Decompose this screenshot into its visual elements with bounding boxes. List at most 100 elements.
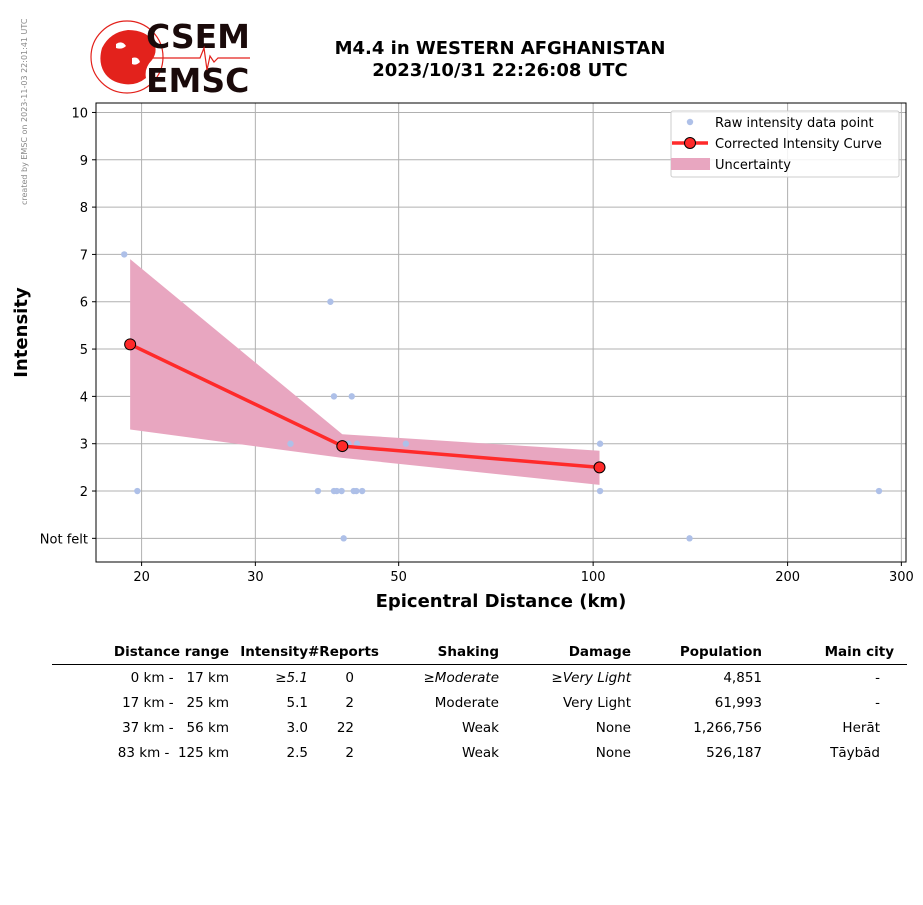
uncertainty-band [130, 259, 600, 485]
y-tick-label: 2 [80, 485, 88, 500]
cell-damage: None [595, 719, 631, 736]
cell-shaking: Moderate [434, 694, 499, 711]
header-intensity: Intensity [240, 644, 308, 660]
table-row: 0 km - 17 km ≥5.1 0 ≥Moderate ≥Very Ligh… [52, 665, 907, 690]
logo-csem-text: CSEM [146, 18, 250, 56]
y-tick-label: 10 [71, 106, 88, 121]
raw-data-point [596, 440, 604, 447]
plot-frame [95, 102, 907, 563]
title-line-1: M4.4 in WESTERN AFGHANISTAN [334, 38, 666, 59]
header-distance-range: Distance range [113, 644, 229, 660]
raw-data-point [330, 393, 338, 400]
cell-shaking: Weak [462, 719, 499, 736]
y-tick-label: 3 [80, 438, 88, 453]
raw-data-point [596, 487, 604, 495]
cell-reports: 22 [336, 719, 354, 736]
raw-data-point [314, 487, 322, 495]
y-tick-label: 5 [80, 343, 88, 358]
y-tick-label: 9 [80, 154, 88, 169]
ticks-layer: 20 30 50 100 200 300 Not felt 2 3 4 5 6 7 8 9 10 [40, 106, 914, 585]
x-axis-label: Epicentral Distance (km) [376, 591, 627, 612]
cell-population: 526,187 [706, 744, 762, 761]
raw-data-point [134, 487, 141, 495]
grid-layer [96, 103, 906, 562]
cell-shaking: ≥Moderate [423, 669, 499, 686]
raw-data-point [121, 251, 128, 258]
cell-distance-range: 37 km - 56 km [122, 719, 229, 736]
cell-population: 4,851 [723, 669, 762, 686]
raw-data-point [875, 487, 883, 495]
cell-population: 61,993 [714, 694, 762, 711]
legend-curve-marker [684, 137, 696, 149]
title-line-2: 2023/10/31 22:26:08 UTC [372, 60, 628, 81]
raw-data-point [340, 535, 347, 542]
y-tick-label: 4 [80, 390, 88, 405]
x-tick-label: 20 [133, 570, 150, 585]
legend-box [670, 110, 900, 178]
y-tick-label: 8 [80, 201, 88, 216]
cell-main-city: - [875, 669, 880, 686]
table-row: 83 km - 125 km 2.5 2 Weak None 526,187 T… [52, 740, 907, 765]
x-tick-label: 200 [775, 570, 800, 585]
cell-intensity: ≥5.1 [275, 669, 308, 686]
cell-population: 1,266,756 [693, 719, 762, 736]
cell-distance-range: 0 km - 17 km [130, 669, 229, 686]
cell-intensity: 5.1 [286, 694, 308, 711]
cell-intensity: 3.0 [286, 719, 308, 736]
curve-marker [336, 440, 349, 453]
cell-main-city: Herāt [842, 719, 880, 736]
raw-data-point [353, 487, 360, 495]
cell-damage: Very Light [562, 694, 631, 711]
cell-damage: ≥Very Light [551, 669, 631, 686]
y-tick-label: Not felt [40, 532, 88, 547]
header-damage: Damage [568, 644, 631, 660]
legend-uncertainty-patch [671, 158, 710, 170]
intensity-chart: 20 30 50 100 200 300 Not felt 2 3 4 5 6 7 8 9 10 Epicen… [11, 102, 914, 612]
x-tick-label: 50 [390, 570, 407, 585]
chart-title: M4.4 in WESTERN AFGHANISTAN 2023/10/31 2… [300, 38, 700, 82]
y-tick-label: 7 [80, 248, 88, 263]
raw-data-point [353, 440, 361, 447]
y-tick-label: 6 [80, 296, 88, 311]
x-tick-label: 30 [247, 570, 264, 585]
header-main-city: Main city [824, 644, 894, 660]
cell-distance-range: 83 km - 125 km [117, 744, 229, 761]
legend-raw-marker [686, 118, 694, 126]
x-tick-label: 300 [889, 570, 914, 585]
raw-data-point [686, 535, 693, 542]
raw-data-point [338, 487, 345, 495]
raw-data-point [327, 298, 334, 305]
raw-data-point [402, 440, 410, 447]
legend-curve-label: Corrected Intensity Curve [715, 137, 882, 152]
raw-data-point [333, 487, 340, 495]
raw-data-point [358, 487, 366, 495]
x-tick-label: 100 [581, 570, 606, 585]
cell-shaking: Weak [462, 744, 499, 761]
raw-data-point [348, 393, 355, 400]
cell-reports: 2 [345, 744, 354, 761]
table-header-row: Distance range Intensity #Reports Shakin… [52, 640, 907, 665]
cell-damage: None [595, 744, 631, 761]
legend: Raw intensity data point Corrected Inten… [670, 110, 900, 178]
legend-uncertainty-label: Uncertainty [715, 158, 791, 173]
cell-intensity: 2.5 [286, 744, 308, 761]
header-shaking: Shaking [437, 644, 499, 660]
cell-main-city: Tāybād [830, 744, 880, 761]
intensity-summary-table: Distance range Intensity #Reports Shakin… [52, 640, 907, 765]
cell-main-city: - [875, 694, 880, 711]
raw-data-point [287, 440, 294, 447]
y-axis-label: Intensity [11, 287, 32, 378]
curve-marker [124, 338, 137, 351]
logo-emsc-text: EMSC [146, 61, 249, 98]
uncertainty-layer [130, 259, 600, 485]
cell-reports: 2 [345, 694, 354, 711]
csem-emsc-logo: CSEM EMSC [90, 18, 250, 98]
curve-marker [593, 461, 606, 474]
curve-layer [124, 338, 606, 474]
table-row: 17 km - 25 km 5.1 2 Moderate Very Light … [52, 690, 907, 715]
header-population: Population [679, 644, 762, 660]
cell-reports: 0 [345, 669, 354, 686]
cell-distance-range: 17 km - 25 km [122, 694, 229, 711]
legend-raw-label: Raw intensity data point [715, 116, 874, 131]
table-row: 37 km - 56 km 3.0 22 Weak None 1,266,756… [52, 715, 907, 740]
